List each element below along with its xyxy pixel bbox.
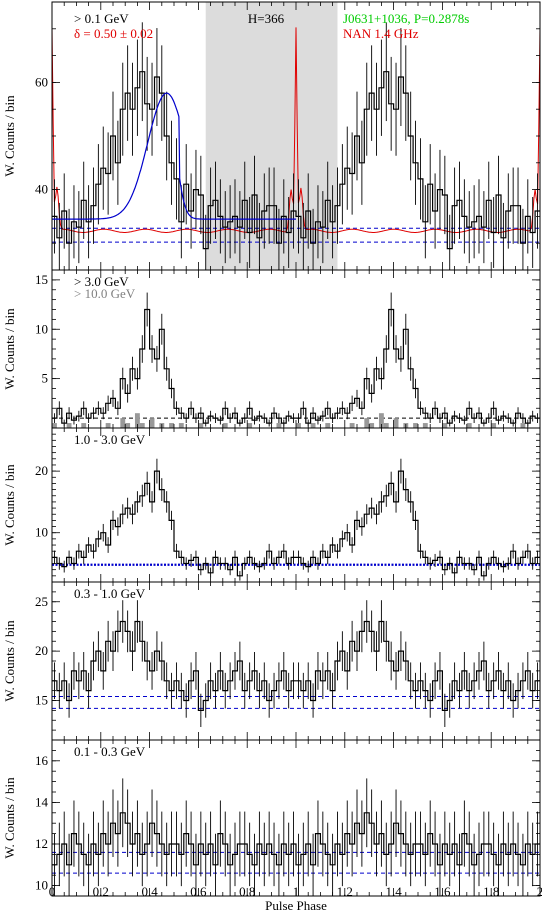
y-tick-label: 14 — [35, 794, 49, 809]
x-tick-label: 0.4 — [141, 884, 158, 899]
panel-3GeV: 5 10 15 W. Counts / bin > 3.0 GeV> 10.0 GeV — [2, 269, 541, 429]
x-tick-label: 0.2 — [93, 884, 109, 899]
panel-annotation: NAN 1.4 GHz — [343, 26, 419, 41]
histogram-bar-gt10 — [393, 418, 399, 428]
y-tick-label: 15 — [35, 693, 48, 708]
histogram-bar-gt10 — [383, 423, 389, 428]
histogram-bar-gt10 — [422, 423, 428, 428]
y-tick-label: 10 — [35, 878, 48, 893]
histogram-bar-gt10 — [139, 423, 145, 428]
histogram-bar-gt10 — [520, 423, 526, 428]
y-axis-label: W. Counts / bin — [2, 95, 17, 177]
histogram-bar-gt10 — [491, 423, 497, 428]
y-tick-label: 25 — [35, 594, 48, 609]
histogram-bar-gt10 — [364, 418, 370, 428]
x-tick-label: 0.6 — [190, 884, 207, 899]
y-axis-label: W. Counts / bin — [2, 777, 17, 859]
histogram-bar-gt10 — [66, 423, 72, 428]
panel-annotation: 0.3 - 1.0 GeV — [74, 586, 146, 601]
histogram-bar-gt10 — [120, 418, 126, 428]
x-tick-label: 1.2 — [337, 884, 353, 899]
histogram-step-line — [52, 308, 540, 424]
x-tick-label: 1 — [293, 884, 300, 899]
x-tick-label: 1.4 — [385, 884, 402, 899]
panel-0.3-1GeV: 15 20 25 W. Counts / bin 0.3 - 1.0 GeV — [2, 581, 541, 741]
panel-1-3GeV: 10 20 W. Counts / bin 1.0 - 3.0 GeV — [2, 427, 541, 583]
y-tick-label: 16 — [35, 753, 49, 768]
fit-curve — [52, 92, 296, 220]
histogram-bar-gt10 — [198, 423, 204, 428]
histogram-step-line — [52, 620, 540, 711]
histogram-bar-gt10 — [169, 423, 174, 428]
panel-annotation: J0631+1036, P=0.2878s — [343, 11, 469, 26]
panel-frame — [51, 427, 541, 583]
x-tick-label: 1.6 — [434, 884, 451, 899]
histogram-bar-gt10 — [296, 423, 301, 428]
panel-annotation: > 0.1 GeV — [74, 11, 129, 26]
histogram-bar-gt10 — [369, 423, 375, 428]
histogram-bar-gt10 — [247, 423, 253, 428]
histogram-bar-gt10 — [178, 423, 184, 428]
panel-annotation: > 10.0 GeV — [74, 286, 136, 301]
histogram-step-line — [52, 71, 540, 250]
panel-frame — [51, 581, 541, 741]
y-axis-label: W. Counts / bin — [2, 308, 17, 390]
histogram-bar-gt10 — [413, 423, 418, 428]
histogram-bar-gt10 — [134, 413, 140, 428]
histogram-bar-gt10 — [52, 423, 57, 428]
y-tick-label: 20 — [35, 643, 48, 658]
y-tick-label: 5 — [42, 371, 49, 386]
panel-annotation: H=366 — [248, 11, 285, 26]
histogram-bar-gt10 — [276, 423, 282, 428]
y-tick-label: 10 — [35, 321, 48, 336]
histogram-bar-gt10 — [325, 423, 331, 428]
histogram-bar-gt10 — [105, 423, 111, 428]
histogram-bar-gt10 — [442, 423, 448, 428]
y-tick-label: 10 — [35, 525, 48, 540]
histogram-step-line — [52, 812, 540, 866]
x-axis-label: Pulse Phase — [265, 898, 327, 913]
y-tick-label: 60 — [35, 74, 48, 89]
panel-annotation: δ = 0.50 ± 0.02 — [74, 26, 153, 41]
panel-annotation: 1.0 - 3.0 GeV — [74, 432, 146, 447]
histogram-step-line — [52, 470, 540, 577]
y-axis-label: W. Counts / bin — [2, 620, 17, 702]
y-tick-label: 15 — [35, 272, 48, 287]
histogram-bar-gt10 — [149, 418, 155, 428]
y-axis-label: W. Counts / bin — [2, 464, 17, 546]
y-tick-label: 20 — [35, 463, 48, 478]
histogram-bar-gt10 — [125, 423, 131, 428]
x-tick-label: 0 — [49, 884, 56, 899]
histogram-bar-gt10 — [81, 423, 87, 428]
histogram-bar-gt10 — [378, 413, 384, 428]
histogram-bar-gt10 — [466, 423, 472, 428]
radio-profile-line — [51, 26, 541, 233]
histogram-bar-gt10 — [310, 423, 316, 428]
x-tick-label: 0.8 — [239, 884, 255, 899]
x-tick-label: 2 — [537, 884, 542, 899]
y-tick-label: 12 — [35, 836, 48, 851]
panel-annotation: 0.1 - 0.3 GeV — [74, 744, 146, 759]
y-tick-label: 40 — [35, 182, 48, 197]
x-tick-label: 1.8 — [483, 884, 499, 899]
histogram-bar-gt10 — [222, 423, 228, 428]
panel-annotation: > 3.0 GeV — [74, 274, 129, 289]
histogram-bar-gt10 — [349, 423, 355, 428]
